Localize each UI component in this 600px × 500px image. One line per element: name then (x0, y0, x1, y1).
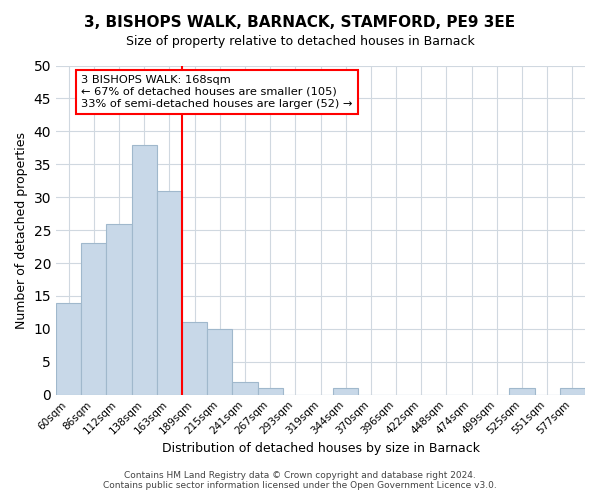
Text: Contains HM Land Registry data © Crown copyright and database right 2024.
Contai: Contains HM Land Registry data © Crown c… (103, 470, 497, 490)
Bar (232, 382, 257, 394)
Bar (157, 190, 182, 394)
Bar (182, 322, 207, 394)
Bar (207, 329, 232, 394)
Y-axis label: Number of detached properties: Number of detached properties (15, 132, 28, 328)
Bar (131, 144, 157, 394)
Bar (560, 388, 585, 394)
X-axis label: Distribution of detached houses by size in Barnack: Distribution of detached houses by size … (161, 442, 479, 455)
Bar (257, 388, 283, 394)
Text: 3 BISHOPS WALK: 168sqm
← 67% of detached houses are smaller (105)
33% of semi-de: 3 BISHOPS WALK: 168sqm ← 67% of detached… (81, 76, 353, 108)
Text: Size of property relative to detached houses in Barnack: Size of property relative to detached ho… (125, 35, 475, 48)
Bar (106, 224, 131, 394)
Bar (81, 244, 106, 394)
Bar (56, 302, 81, 394)
Bar (509, 388, 535, 394)
Bar (333, 388, 358, 394)
Text: 3, BISHOPS WALK, BARNACK, STAMFORD, PE9 3EE: 3, BISHOPS WALK, BARNACK, STAMFORD, PE9 … (85, 15, 515, 30)
